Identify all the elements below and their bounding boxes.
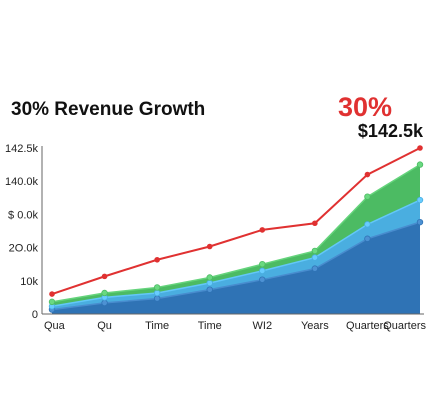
line-series-1 [51,147,421,296]
x-tick-label: Qua [44,320,66,332]
area-point-3-8 [416,161,424,168]
revenue-total: $142.5k [357,121,423,141]
area-point-2-6 [311,254,319,261]
axes-layer: 142.5k 140.0k $ 0.0k 2O.0k 10k 0 Qua Qu Time Time… [5,143,427,332]
y-tick-label: 0 [32,309,38,321]
area-point-3-3 [153,284,161,291]
line-point-1-8 [417,145,423,151]
x-tick-label: Years [301,320,329,332]
point-layer [48,145,424,313]
area-point-3-6 [311,247,319,255]
area-point-1-4 [206,286,213,293]
x-tick-label: Quarters [383,320,426,332]
x-tick-label: Time [198,320,222,332]
area-point-3-5 [259,261,266,268]
area-point-2-4 [206,279,213,287]
x-tick-label: Quarters [346,320,389,332]
y-tick-label: 142.5k [5,143,39,155]
area-point-2-7 [364,221,371,228]
line-point-1-2 [101,273,108,280]
area-point-2-5 [259,267,266,275]
x-tick-label: WI2 [253,320,273,332]
area-point-1-7 [364,235,371,242]
area-point-3-2 [101,289,108,297]
chart-title: 30% Revenue Growth [11,99,206,120]
area-point-1-6 [311,265,319,272]
area-edge-2 [51,199,421,307]
y-tick-label: $ 0.0k [8,209,38,221]
x-tick-label: Qu [97,320,112,332]
area-point-3-4 [206,274,213,281]
line-point-1-7 [364,171,371,178]
area-point-1-2 [101,299,108,307]
area-point-3-1 [48,298,56,306]
y-tick-label: 10k [20,276,38,288]
area-point-2-8 [416,196,424,204]
area-point-3-7 [364,193,371,200]
line-point-1-3 [154,256,160,263]
line-point-1-5 [259,227,266,233]
area-edge-3 [51,163,421,303]
area-point-2-3 [153,289,161,297]
y-tick-label: 140.0k [5,176,39,188]
area-layer [52,164,420,314]
line-point-1-6 [312,220,318,227]
line-point-1-1 [49,291,55,297]
area-edge-1 [51,221,421,311]
area-point-1-5 [259,276,266,283]
area-point-1-8 [416,218,424,226]
area-series-1 [52,222,420,314]
growth-percentage: 30% [337,92,392,122]
y-tick-label: 2O.0k [9,243,39,255]
x-tick-label: Time [145,320,169,332]
line-point-1-4 [206,243,213,250]
area-point-1-3 [153,295,161,302]
line-layer [51,147,421,311]
